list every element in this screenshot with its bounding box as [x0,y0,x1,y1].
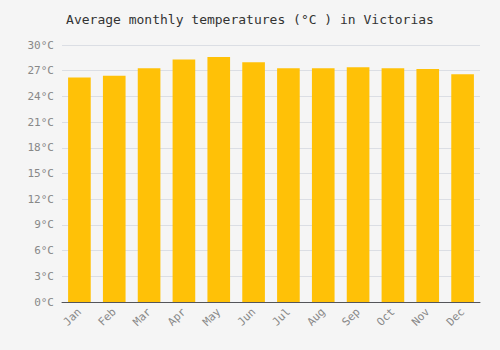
svg-text:Apr: Apr [165,305,188,328]
svg-text:Average monthly temperatures (: Average monthly temperatures (°C ) in Vi… [66,12,434,27]
svg-text:Nov: Nov [409,305,432,328]
svg-text:May: May [200,305,223,328]
svg-text:21°C: 21°C [28,116,55,129]
svg-text:Jan: Jan [61,305,84,328]
svg-text:Sep: Sep [339,305,362,328]
svg-text:12°C: 12°C [28,193,55,206]
svg-text:3°C: 3°C [34,270,54,283]
svg-text:18°C: 18°C [28,141,55,154]
svg-text:0°C: 0°C [34,296,54,309]
svg-text:Dec: Dec [444,305,467,328]
svg-text:24°C: 24°C [28,90,55,103]
svg-text:Feb: Feb [96,305,119,328]
svg-text:6°C: 6°C [34,244,54,257]
svg-text:Jul: Jul [270,305,293,328]
svg-text:27°C: 27°C [28,64,55,77]
svg-text:Mar: Mar [130,305,153,328]
svg-text:30°C: 30°C [28,39,55,52]
svg-text:Aug: Aug [305,305,328,328]
svg-text:15°C: 15°C [28,167,55,180]
svg-text:Jun: Jun [235,305,258,328]
svg-text:9°C: 9°C [34,218,54,231]
svg-text:Oct: Oct [374,305,397,328]
